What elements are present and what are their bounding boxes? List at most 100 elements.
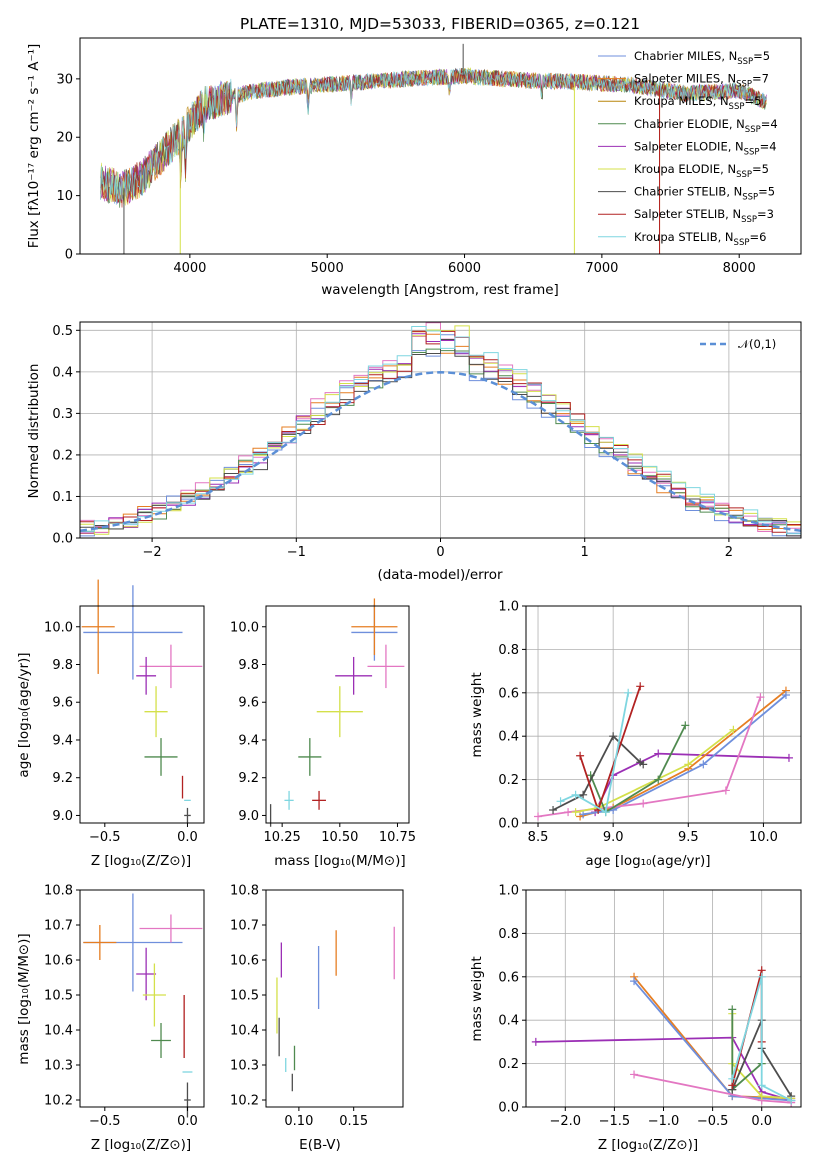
y-tick-label: 10 — [56, 189, 73, 204]
legend-label-tail: =5 — [752, 162, 769, 176]
y-tick-label: 9.4 — [52, 733, 73, 748]
y-tick-label: 9.2 — [238, 771, 259, 786]
weight-marker — [721, 786, 730, 795]
legend-label-main: Chabrier MILES, N — [634, 49, 737, 63]
legend-label-tail: =5 — [744, 94, 761, 108]
y-tick-label: 0.5 — [52, 324, 73, 339]
legend-label-tail: =6 — [749, 230, 766, 244]
weight-marker — [729, 725, 738, 734]
weight-marker — [579, 790, 588, 799]
weight-marker — [534, 812, 543, 821]
weight-marker — [757, 1081, 766, 1090]
y-tick-label: 0.2 — [498, 773, 519, 788]
plot-marks — [276, 926, 395, 1092]
y-tick-label: 1.0 — [498, 884, 519, 899]
legend-label-main: Chabrier ELODIE, N — [634, 117, 745, 131]
x-tick-label: 0.0 — [177, 1114, 198, 1129]
x-tick-label: 2 — [725, 545, 733, 560]
legend-label-main: Kroupa MILES, N — [634, 94, 729, 108]
y-tick-label: 10.5 — [230, 989, 259, 1004]
weight-marker — [699, 760, 708, 769]
x-tick-label: 9.0 — [603, 830, 624, 845]
weight-line — [575, 728, 734, 813]
plot-marks — [81, 579, 203, 823]
weight-marker — [781, 690, 790, 699]
weight-marker — [531, 1037, 540, 1046]
plot-marks — [534, 682, 793, 821]
y-tick-label: 0 — [65, 248, 73, 263]
x-tick-label: −1 — [287, 545, 306, 560]
legend-label-tail: =5 — [753, 49, 770, 63]
weight-line — [589, 724, 687, 814]
age-vs-z-xlabel: Z [log₁₀(Z/Z⊙)] — [91, 853, 191, 869]
weight-marker — [728, 1005, 737, 1014]
x-tick-label: −1.5 — [599, 1114, 631, 1129]
age-vs-z-plot-area: −0.5 0.0 9.0 9.2 9.4 9.6 9.8 10.0 — [44, 579, 205, 845]
legend-label-tail: =3 — [757, 207, 774, 221]
y-tick-label: 10.2 — [44, 1094, 73, 1109]
weight-marker — [639, 760, 648, 769]
legend-label-sub: SSP — [736, 170, 752, 180]
y-tick-label: 0.0 — [498, 1101, 519, 1116]
legend-label: Salpeter ELODIE, NSSP=4 — [634, 139, 777, 157]
y-tick-label: 1.0 — [498, 600, 519, 615]
legend-label-sub: SSP — [745, 125, 761, 135]
mass-vs-ebv-plot-area: 0.10 0.15 10.2 10.3 10.4 10.5 10.6 10.7 10.8 — [230, 884, 404, 1129]
weight-marker — [571, 808, 580, 817]
weight-marker — [556, 797, 565, 806]
y-tick-label: 0.4 — [498, 730, 519, 745]
residual-panel: −2 −1 0 1 2 0.0 0.1 0.2 0.3 0.4 0.5 𝒩(0,1) (data-m… — [26, 321, 802, 583]
spectrum-line — [100, 67, 767, 203]
weight-vs-age-plot-area: 8.5 9.0 9.5 10.0 0.0 0.2 0.4 0.6 0.8 1.0 — [498, 600, 802, 845]
spectrum-ylabel: Flux [fλ10⁻¹⁷ erg cm⁻² s⁻¹ A⁻¹] — [26, 44, 42, 249]
legend-label: Kroupa MILES, NSSP=5 — [634, 94, 761, 112]
y-tick-label: 30 — [56, 72, 73, 87]
weight-marker — [630, 1070, 639, 1079]
mass-vs-z-xlabel: Z [log₁₀(Z/Z⊙)] — [91, 1137, 191, 1153]
y-tick-label: 9.0 — [238, 809, 259, 824]
y-tick-label: 10.0 — [44, 620, 73, 635]
mass-vs-ebv-panel: 0.10 0.15 10.2 10.3 10.4 10.5 10.6 10.7 10.8 E(B… — [230, 884, 404, 1153]
y-tick-label: 10.8 — [44, 884, 73, 899]
legend-label: Chabrier ELODIE, NSSP=4 — [634, 117, 778, 135]
age-vs-mass-xlabel: mass [log₁₀(M/M⊙)] — [274, 853, 405, 869]
legend-label-sub: SSP — [741, 215, 757, 225]
weight-vs-age-xlabel: age [log₁₀(age/yr)] — [585, 853, 710, 869]
legend-label-tail: =5 — [758, 185, 775, 199]
weight-marker — [630, 977, 639, 986]
weight-vs-age-ylabel: mass weight — [469, 672, 485, 757]
y-tick-label: 10.3 — [230, 1059, 259, 1074]
y-tick-label: 0.8 — [498, 927, 519, 942]
weight-marker — [787, 1096, 796, 1105]
x-tick-label: 6000 — [448, 261, 481, 276]
plot-marks — [269, 598, 405, 827]
plot-marks — [79, 322, 802, 537]
y-tick-label: 9.2 — [52, 771, 73, 786]
x-tick-label: 8.5 — [528, 830, 549, 845]
legend-label-main: Chabrier STELIB, N — [634, 185, 742, 199]
legend-label-main: Kroupa STELIB, N — [634, 230, 734, 244]
weight-marker — [624, 688, 633, 697]
legend-label: Kroupa STELIB, NSSP=6 — [634, 230, 766, 248]
axes-frame — [525, 605, 802, 824]
plot-marks — [531, 966, 796, 1107]
y-tick-label: 9.6 — [52, 696, 73, 711]
age-vs-z-panel: −0.5 0.0 9.0 9.2 9.4 9.6 9.8 10.0 Z [log₁₀(Z/Z⊙… — [16, 579, 205, 869]
y-tick-label: 0.6 — [498, 686, 519, 701]
x-tick-label: −0.5 — [697, 1114, 729, 1129]
y-tick-label: 10.7 — [230, 919, 259, 934]
legend-label: Salpeter STELIB, NSSP=3 — [634, 207, 774, 225]
age-vs-mass-panel: 10.25 10.50 10.75 9.0 9.2 9.4 9.6 9.8 10.0 mass … — [230, 598, 416, 869]
mass-vs-z-plot-area: −0.5 0.0 10.2 10.3 10.4 10.5 10.6 10.7 10.8 — [44, 884, 205, 1129]
gaussian-legend-label: 𝒩(0,1) — [738, 337, 776, 351]
legend-label-main: Salpeter MILES, N — [634, 72, 736, 86]
x-tick-label: 1 — [581, 545, 589, 560]
weight-marker — [684, 760, 693, 769]
axes-frame — [79, 889, 205, 1108]
weight-line — [535, 1036, 792, 1102]
legend-label-main: Salpeter STELIB, N — [634, 207, 741, 221]
weight-marker — [654, 775, 663, 784]
y-tick-label: 0.3 — [52, 407, 73, 422]
legend-label: Chabrier STELIB, NSSP=5 — [634, 185, 775, 203]
